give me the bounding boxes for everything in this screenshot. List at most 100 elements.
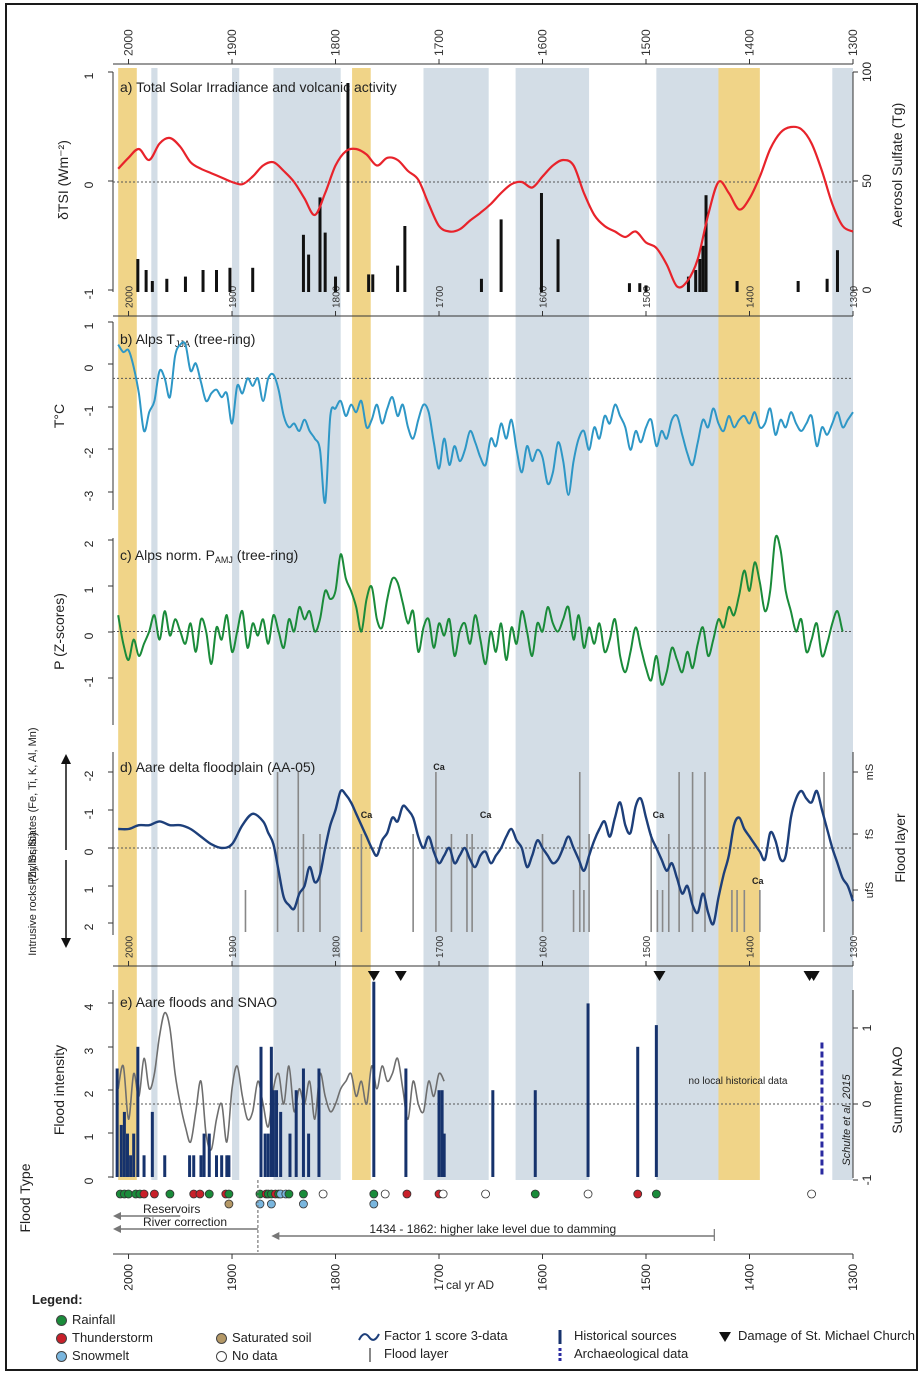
aerosol-bar [627,283,631,292]
top-x-tick-label: 1400 [746,935,757,958]
legend-church: Damage of St. Michael Church [718,1328,915,1343]
legend-historical: Historical sources [554,1328,677,1344]
flood-intensity-bar [654,1025,658,1177]
legend-archaeological: Archaeological data [554,1346,688,1362]
panel-b-ylabel: T°C [51,404,67,428]
flood-type-rainfall-dot [224,1189,234,1199]
panel-c-tick-label: 2 [82,540,96,547]
flood-type-snowmelt-dot [255,1199,265,1209]
panel-a-ylabel-left: δTSI (Wm⁻²) [55,140,71,220]
flood-type-rainfall-dot [299,1189,308,1199]
legend-church-label: Damage of St. Michael Church [738,1328,916,1343]
flood-type-thunderstorm-dot [139,1189,149,1199]
church-damage-icon [653,971,666,981]
cool-period-band [151,68,158,1180]
flood-intensity-bar [442,1133,446,1177]
aerosol-bar [499,219,503,292]
thunderstorm-dot-icon [56,1333,67,1345]
bottom-x-tick-label: 1600 [536,1264,550,1291]
panel-e-title: e) Aare floods and SNAO [120,994,277,1010]
top-x-tick-label: 1800 [332,935,343,958]
rainfall-dot-icon [56,1315,67,1327]
top-x-tick-label: 1800 [332,285,343,308]
aerosol-bar [698,259,702,292]
aerosol-bar [367,274,371,292]
flood-intensity-bar [214,1155,218,1177]
top-x-tick-label: 1700 [435,285,446,308]
panel-c-title: c) Alps norm. PAMJ (tree-ring) [120,547,298,565]
top-x-tick-label: 1700 [435,935,446,958]
panel-d-ylabel-right: Flood layer [892,813,908,883]
top-x-tick-label: 1400 [746,285,757,308]
period-label: 1434 - 1862: higher lake level due to da… [369,1222,616,1236]
aerosol-bar [371,274,375,292]
legend-no-data-label: No data [232,1348,278,1363]
top-x-tick-label: 1700 [432,29,446,56]
flood-intensity-bar [269,1046,273,1177]
flood-type-label: Flood Type [17,1163,33,1232]
flood-intensity-bar [188,1155,192,1177]
flood-type-rainfall-dot [204,1189,214,1199]
aerosol-bar [825,278,829,292]
panel-d-right-tick-label: ufS [864,882,876,899]
top-x-tick-label: 1900 [225,29,239,56]
aerosol-bar [479,278,483,292]
panel-a-ylabel-right: Aerosol Sulfate (Tg) [889,103,905,228]
legend-thunderstorm-label: Thunderstorm [72,1330,153,1345]
aerosol-bar [644,285,648,292]
figure-frame [5,3,918,1371]
flood-type-thunderstorm-dot [195,1189,205,1199]
panel-d-ylabel-intrusive: Intrusive rocks (Zr, Sr, Si) [27,832,39,955]
flood-intensity-bar [271,1090,275,1177]
panel-e: 4 3 2 1 0 1 0 -1 Flood intensity Summer NAO e) Aar… [51,971,905,1185]
panel-d-right-tick-label: fS [864,829,876,839]
church-damage-icon [367,971,380,981]
legend-factor: Factor 1 score 3-data [358,1328,508,1344]
panel-e-tick-label: 3 [82,1047,96,1054]
top-x-axis: 2000 1900 1800 1700 1600 1500 1400 1300 [113,285,860,317]
aerosol-bar [686,276,690,292]
flood-type-rainfall-dot [530,1189,540,1199]
panel-d-title: d) Aare delta floodplain (AA-05) [120,759,315,775]
panel-d-tick-label: -1 [82,808,96,819]
snowmelt-dot-icon [56,1351,67,1363]
legend-thunderstorm: Thunderstorm [56,1330,153,1345]
panel-c-title-sub: AMJ [215,555,233,565]
top-x-tick-label: 1300 [846,29,860,56]
panel-e-tick-label: 0 [82,1177,96,1184]
aerosol-bar [136,259,140,292]
legend-title: Legend: [32,1292,83,1307]
flood-intensity-bar [440,1090,444,1177]
flood-intensity-bar [220,1155,224,1177]
legend-saturated-soil-label: Saturated soil [232,1330,312,1345]
panel-b-tick-label: -1 [82,405,96,416]
legend-saturated-soil: Saturated soil [216,1330,312,1345]
aerosol-bar [396,265,400,292]
bottom-x-tick-label: 1400 [743,1264,757,1291]
aerosol-bar [835,250,839,292]
panel-e-ylabel-right: Summer NAO [889,1046,905,1133]
cool-period-band [832,68,853,1180]
panel-c-title-end: (tree-ring) [233,547,298,563]
flood-intensity-bar [225,1155,229,1177]
flood-type-thunderstorm-dot [633,1189,643,1199]
flood-intensity-bar [132,1133,136,1177]
calcium-label: Ca [653,810,665,820]
flood-intensity-bar [275,1090,279,1177]
panel-e-tick-label: 2 [82,1090,96,1097]
flood-intensity-bar [404,1068,408,1177]
flood-intensity-bar [586,1003,590,1177]
top-x-tick-label: 1900 [228,285,239,308]
aerosol-bar [201,270,205,292]
warm-period-band [352,68,371,1180]
panel-c-tick-label: 1 [82,586,96,593]
panel-e-right-tick-label: -1 [860,1174,874,1185]
flood-intensity-bar [301,1068,305,1177]
flood-intensity-bar [491,1090,495,1177]
legend-factor-label: Factor 1 score 3-data [384,1328,508,1343]
calcium-label: Ca [480,810,492,820]
flood-type-no-data-dot [807,1189,817,1199]
period-label: Reservoirs [143,1202,200,1216]
